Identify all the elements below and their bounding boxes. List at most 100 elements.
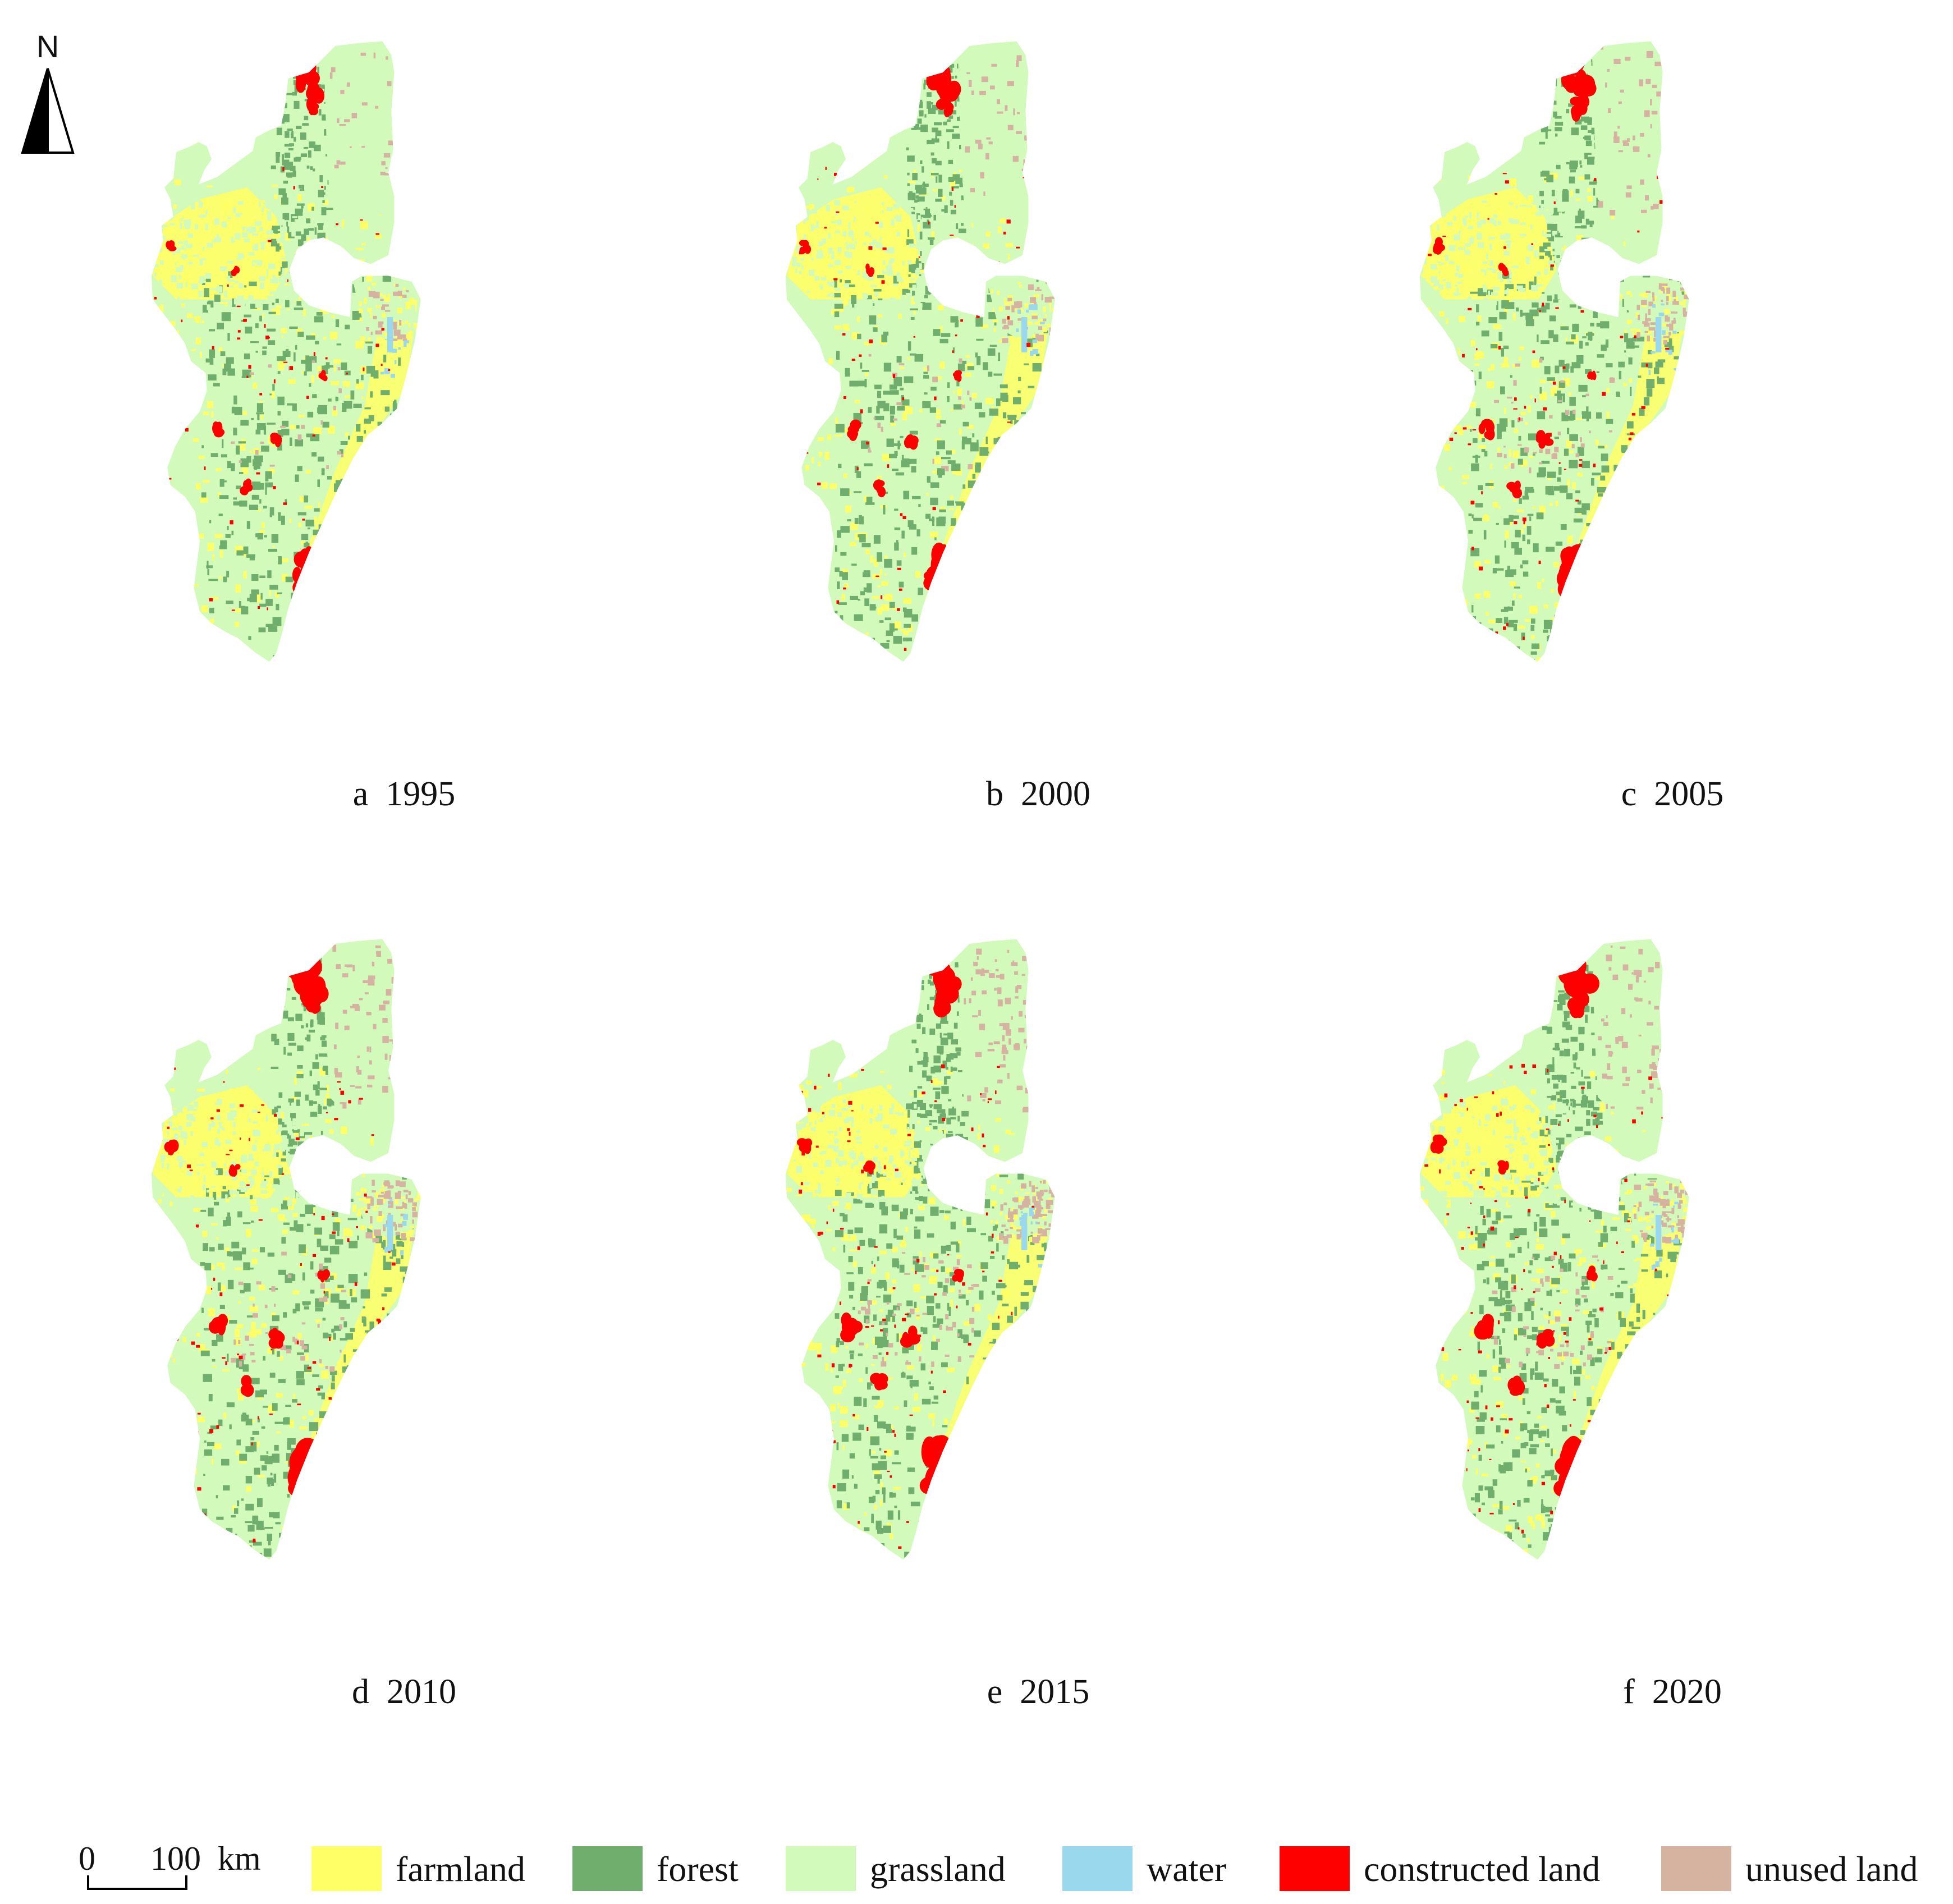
forest-patch	[1556, 164, 1561, 169]
farmland-patch	[1549, 502, 1553, 506]
farmland-patch	[1421, 414, 1426, 421]
farmland-patch	[236, 1324, 244, 1328]
unused-land-patch	[383, 1182, 391, 1186]
forest-patch	[283, 1471, 288, 1479]
constructed-land-patch	[1471, 547, 1474, 550]
constructed-land-patch	[1474, 174, 1478, 178]
farmland-patch	[1006, 652, 1010, 659]
forest-patch	[284, 966, 292, 973]
farmland-patch	[819, 451, 823, 457]
forest-patch	[922, 302, 932, 310]
farmland-patch	[1477, 315, 1482, 322]
unused-land-patch	[1680, 287, 1687, 291]
forest-patch	[253, 459, 262, 466]
forest-patch	[932, 516, 935, 526]
unused-land-patch	[1622, 140, 1628, 143]
forest-patch	[1634, 589, 1643, 594]
forest-patch	[240, 1290, 245, 1293]
farmland-patch	[362, 1174, 365, 1177]
constructed-land-patch	[1575, 499, 1579, 502]
forest-patch	[1518, 435, 1521, 441]
forest-patch	[238, 441, 246, 444]
grassland-patch	[1487, 268, 1494, 270]
unused-land-patch	[378, 1004, 386, 1011]
forest-patch	[1577, 500, 1581, 505]
farmland-patch	[937, 376, 942, 380]
grassland-patch	[1457, 247, 1464, 250]
farmland-patch	[379, 1214, 384, 1218]
forest-patch	[1012, 655, 1020, 659]
farmland-patch	[1523, 523, 1526, 529]
forest-patch	[1548, 71, 1552, 75]
forest-patch	[1553, 78, 1557, 86]
grassland-patch	[171, 1103, 177, 1108]
forest-patch	[242, 1364, 249, 1372]
unused-land-patch	[1610, 210, 1616, 216]
forest-patch	[1581, 411, 1589, 415]
forest-patch	[376, 1495, 382, 1503]
grassland-patch	[214, 1169, 218, 1175]
unused-land-patch	[1661, 300, 1663, 302]
farmland-patch	[796, 224, 801, 230]
farmland-patch	[216, 1527, 224, 1532]
forest-patch	[301, 269, 307, 275]
constructed-land-patch	[913, 658, 916, 660]
grassland-patch	[810, 224, 814, 231]
grassland-patch	[1492, 269, 1496, 273]
forest-patch	[228, 271, 233, 278]
forest-patch	[323, 563, 326, 568]
grassland-patch	[930, 294, 934, 298]
farmland-patch	[243, 269, 246, 276]
unused-land-patch	[1601, 47, 1603, 50]
farmland-patch	[244, 275, 251, 283]
farmland-patch	[151, 484, 156, 490]
farmland-patch	[1514, 428, 1518, 433]
grassland-patch	[864, 275, 871, 279]
forest-patch	[204, 1449, 213, 1456]
forest-patch	[340, 289, 350, 297]
forest-patch	[1473, 622, 1482, 625]
farmland-patch	[219, 1160, 222, 1166]
farmland-patch	[195, 337, 201, 345]
farmland-patch	[1428, 268, 1435, 275]
unused-land-patch	[384, 173, 391, 176]
forest-patch	[372, 458, 380, 462]
forest-patch	[861, 369, 869, 372]
forest-patch	[309, 1100, 314, 1106]
grassland-patch	[1465, 215, 1468, 218]
constructed-land-patch	[881, 280, 885, 284]
farmland-patch	[882, 217, 885, 221]
forest-patch	[406, 1393, 410, 1401]
grassland-patch	[845, 242, 848, 245]
forest-patch	[277, 1351, 280, 1357]
unused-land-patch	[1661, 283, 1668, 286]
farmland-patch	[1496, 208, 1503, 213]
farmland-patch	[1486, 612, 1489, 616]
forest-patch	[988, 371, 993, 377]
forest-patch	[325, 208, 333, 210]
constructed-land-patch	[817, 178, 819, 180]
forest-patch	[285, 499, 287, 504]
farmland-patch	[814, 400, 817, 405]
forest-patch	[273, 1178, 280, 1185]
forest-patch	[936, 585, 938, 592]
forest-patch	[1672, 603, 1676, 610]
forest-patch	[1624, 486, 1631, 491]
grassland-patch	[883, 260, 886, 265]
forest-patch	[278, 556, 282, 565]
grassland-patch	[248, 1118, 251, 1122]
farmland-patch	[956, 469, 962, 476]
constructed-land-patch	[875, 575, 879, 577]
forest-patch	[374, 443, 381, 447]
forest-patch	[840, 615, 843, 625]
forest-patch	[252, 481, 261, 490]
farmland-patch	[811, 457, 814, 464]
grassland-patch	[928, 281, 933, 284]
forest-patch	[956, 377, 960, 387]
farmland-patch	[1512, 451, 1519, 458]
farmland-patch	[380, 293, 383, 297]
unused-land-patch	[400, 334, 406, 338]
forest-patch	[1025, 608, 1029, 614]
unused-land-patch	[1043, 318, 1047, 322]
farmland-patch	[1017, 337, 1022, 341]
